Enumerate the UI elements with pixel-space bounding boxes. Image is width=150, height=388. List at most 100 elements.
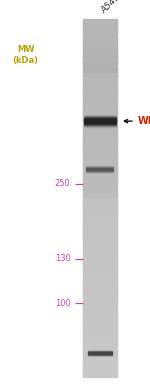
Bar — [82, 188, 117, 190]
Bar — [82, 317, 117, 319]
Bar — [82, 48, 117, 50]
Bar — [82, 234, 117, 235]
Text: 130: 130 — [55, 254, 70, 263]
Bar — [82, 279, 117, 281]
Bar — [84, 122, 116, 123]
Bar — [82, 236, 117, 237]
Bar — [82, 369, 117, 371]
Bar — [84, 125, 116, 126]
Bar — [82, 197, 117, 198]
Bar — [82, 130, 117, 132]
Bar — [82, 133, 117, 135]
Bar — [82, 74, 117, 76]
Bar — [82, 357, 117, 359]
Bar — [82, 178, 117, 179]
Bar — [82, 122, 117, 123]
Bar — [82, 300, 117, 302]
Bar — [82, 247, 117, 248]
Bar — [82, 173, 117, 175]
Bar — [84, 123, 116, 124]
Bar — [82, 65, 117, 66]
Bar — [82, 40, 117, 41]
Bar — [82, 348, 117, 349]
Bar — [82, 159, 117, 160]
Bar — [84, 117, 116, 118]
Bar — [82, 179, 117, 180]
Bar — [84, 121, 116, 122]
Bar — [82, 350, 117, 352]
Bar — [82, 185, 117, 186]
Bar — [82, 90, 117, 91]
Bar — [82, 338, 117, 340]
Bar — [82, 162, 117, 164]
Bar — [82, 67, 117, 69]
Bar — [82, 26, 117, 28]
Bar — [84, 119, 116, 120]
Bar — [82, 361, 117, 362]
Bar — [82, 213, 117, 215]
Bar — [82, 41, 117, 42]
Bar — [82, 237, 117, 239]
Bar — [82, 24, 117, 26]
Bar — [82, 22, 117, 23]
Bar — [84, 126, 116, 127]
Bar — [82, 76, 117, 78]
Bar — [82, 349, 117, 351]
Bar — [82, 282, 117, 284]
Bar — [82, 356, 117, 358]
Bar — [82, 125, 117, 127]
Bar — [84, 119, 116, 120]
Bar — [82, 152, 117, 154]
Bar — [84, 121, 116, 122]
Bar — [82, 91, 117, 92]
Bar — [82, 258, 117, 260]
Bar — [82, 327, 117, 329]
Bar — [84, 118, 116, 119]
Bar — [82, 346, 117, 348]
Bar — [82, 193, 117, 195]
Bar — [82, 285, 117, 286]
Bar — [82, 251, 117, 253]
Bar — [82, 50, 117, 52]
Bar — [82, 62, 117, 64]
Bar — [82, 97, 117, 98]
Bar — [82, 129, 117, 130]
Bar — [82, 220, 117, 222]
Bar — [82, 243, 117, 245]
Bar — [82, 253, 117, 254]
Bar — [82, 215, 117, 216]
Bar — [82, 170, 117, 172]
Bar — [82, 110, 117, 111]
Bar — [82, 293, 117, 294]
Bar — [82, 268, 117, 270]
Bar — [82, 329, 117, 330]
Bar — [82, 106, 117, 108]
Bar — [82, 225, 117, 227]
Bar — [82, 269, 117, 271]
Bar — [82, 25, 117, 27]
Bar — [82, 368, 117, 370]
Bar — [82, 73, 117, 74]
Bar — [82, 206, 117, 208]
Text: 250: 250 — [55, 179, 70, 188]
Bar — [82, 276, 117, 278]
Bar — [82, 343, 117, 345]
Bar — [82, 274, 117, 275]
Bar — [82, 373, 117, 374]
Bar — [82, 308, 117, 310]
Bar — [82, 277, 117, 279]
Bar — [82, 255, 117, 256]
Bar — [82, 148, 117, 149]
Bar — [82, 94, 117, 96]
Bar — [82, 45, 117, 47]
Bar — [82, 166, 117, 167]
Bar — [82, 229, 117, 230]
Bar — [82, 275, 117, 277]
Bar — [84, 122, 116, 123]
Bar — [82, 246, 117, 247]
Bar — [82, 36, 117, 38]
Bar — [82, 52, 117, 53]
Bar — [82, 203, 117, 204]
Bar — [82, 132, 117, 134]
Bar — [84, 115, 116, 116]
